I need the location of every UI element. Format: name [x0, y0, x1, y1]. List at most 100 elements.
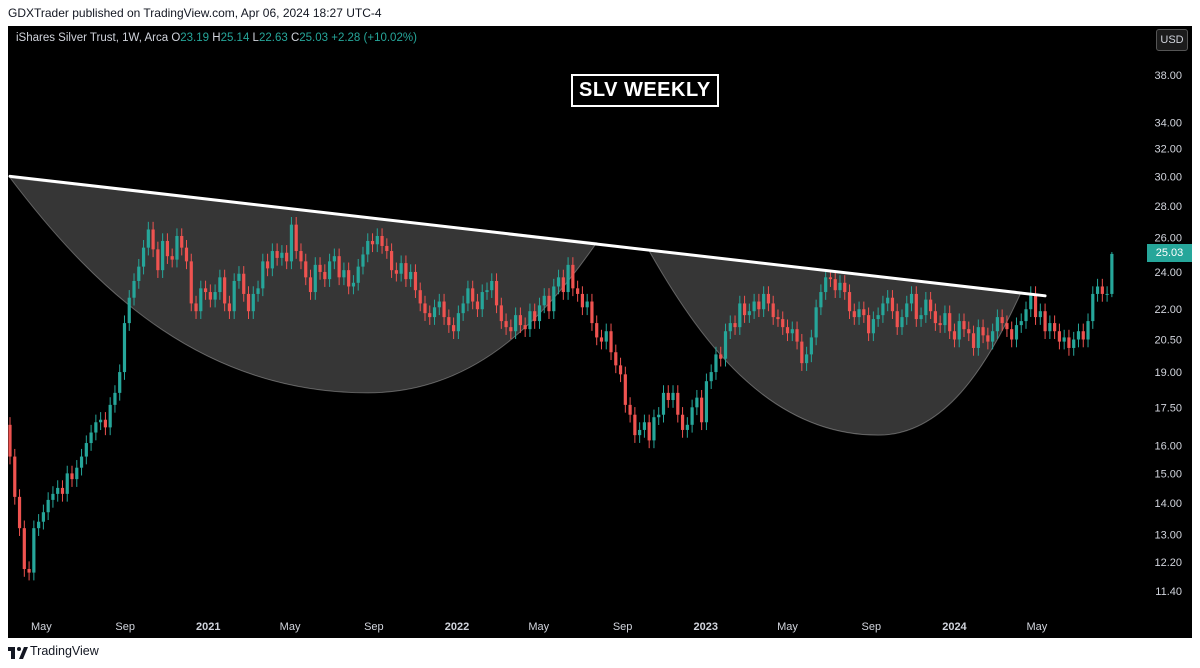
candle-body	[552, 286, 556, 312]
candle-body	[13, 456, 17, 497]
x-tick-label: 2021	[196, 621, 220, 633]
candle-body	[1105, 293, 1109, 295]
candle-body	[32, 528, 36, 573]
candle-body	[1076, 331, 1081, 340]
candle-body	[299, 251, 303, 262]
candle-body	[528, 311, 532, 330]
candle-body	[690, 407, 694, 425]
candle-body	[351, 282, 356, 287]
candle-body	[275, 251, 279, 258]
candle-body	[814, 307, 818, 338]
resistance-trendline[interactable]	[8, 174, 1047, 298]
chart-area[interactable]: 38.00 34.00 32.00 30.00 28.00 26.00 24.00 22.00…	[8, 26, 1192, 638]
candle-body	[490, 280, 494, 291]
candle-body	[566, 264, 570, 293]
candle-body	[251, 293, 255, 312]
candle-body	[280, 252, 284, 258]
candle-body	[1014, 325, 1019, 340]
x-tick-label: Sep	[115, 621, 135, 633]
cup-arc-2	[648, 250, 1022, 436]
candle-body	[184, 247, 189, 262]
candle-body	[895, 311, 899, 328]
candle-body	[1081, 331, 1085, 340]
candle-body	[556, 277, 561, 287]
y-tick-label: 15.00	[1154, 468, 1182, 480]
candle-body	[890, 297, 895, 312]
candle-body	[46, 499, 50, 513]
candle-body	[180, 235, 184, 248]
candle-body	[118, 372, 122, 393]
candle-body	[695, 397, 699, 408]
candle-body	[1038, 311, 1042, 318]
candle-body	[323, 271, 327, 280]
candle-body	[537, 305, 542, 322]
candle-body	[289, 224, 294, 262]
candle-body	[504, 321, 508, 328]
candle-body	[709, 372, 713, 382]
candle-body	[56, 487, 60, 494]
candle-body	[494, 280, 499, 306]
candle-body	[666, 392, 670, 401]
candle-body	[685, 424, 689, 430]
candle-body	[847, 292, 852, 312]
currency-button[interactable]: USD	[1156, 29, 1188, 51]
candle-body	[60, 487, 65, 494]
x-tick-label: 2022	[445, 621, 469, 633]
candle-body	[991, 331, 995, 342]
candle-body	[447, 317, 451, 326]
candle-body	[838, 282, 842, 291]
candle-body	[27, 569, 31, 573]
candle-body	[881, 303, 885, 316]
candle-body	[757, 301, 761, 310]
candle-body	[1110, 253, 1114, 294]
candle-body	[223, 277, 227, 304]
candle-body	[356, 266, 360, 283]
candle-body	[971, 333, 976, 348]
candle-body	[728, 323, 732, 332]
candle-body	[1005, 323, 1009, 330]
candle-body	[785, 327, 790, 334]
candle-body	[1043, 311, 1047, 332]
candle-body	[752, 301, 756, 312]
candle-body	[437, 301, 441, 308]
candle-body	[590, 301, 594, 324]
candle-body	[843, 282, 847, 293]
candle-body	[285, 252, 289, 262]
candle-body	[194, 303, 198, 312]
candle-body	[89, 432, 93, 444]
candle-body	[742, 303, 747, 316]
candle-body	[795, 329, 799, 342]
candle-body	[886, 297, 890, 304]
symbol-name: iShares Silver Trust, 1W, Arca	[16, 32, 169, 44]
open-label: O	[171, 32, 181, 44]
candle-body	[871, 319, 875, 334]
candle-body	[671, 392, 675, 401]
candle-body	[948, 313, 952, 332]
candle-body	[1010, 329, 1014, 340]
candle-body	[957, 321, 961, 340]
candle-body	[41, 512, 45, 522]
candle-body	[1000, 317, 1004, 324]
candle-body	[480, 292, 484, 310]
y-tick-label: 32.00	[1154, 144, 1182, 156]
price-chart[interactable]: 38.00 34.00 32.00 30.00 28.00 26.00 24.00 22.00…	[8, 26, 1192, 638]
candle-body	[833, 279, 837, 291]
candle-body	[933, 311, 937, 324]
candle-body	[657, 414, 661, 418]
candle-body	[1057, 331, 1061, 342]
candle-body	[919, 315, 923, 320]
candle-body	[399, 263, 403, 274]
candle-body	[199, 288, 203, 312]
candle-body	[337, 256, 341, 278]
y-tick-label: 12.20	[1154, 557, 1182, 569]
candle-body	[781, 319, 785, 328]
candle-body	[17, 496, 22, 529]
candle-body	[914, 293, 918, 320]
candle-body	[94, 422, 98, 433]
candle-body	[294, 224, 298, 252]
candle-body	[924, 299, 928, 316]
tradingview-logo-icon	[8, 647, 28, 659]
open-value: 23.19	[180, 32, 210, 44]
candle-body	[8, 424, 12, 457]
x-tick-label: May	[777, 621, 798, 633]
